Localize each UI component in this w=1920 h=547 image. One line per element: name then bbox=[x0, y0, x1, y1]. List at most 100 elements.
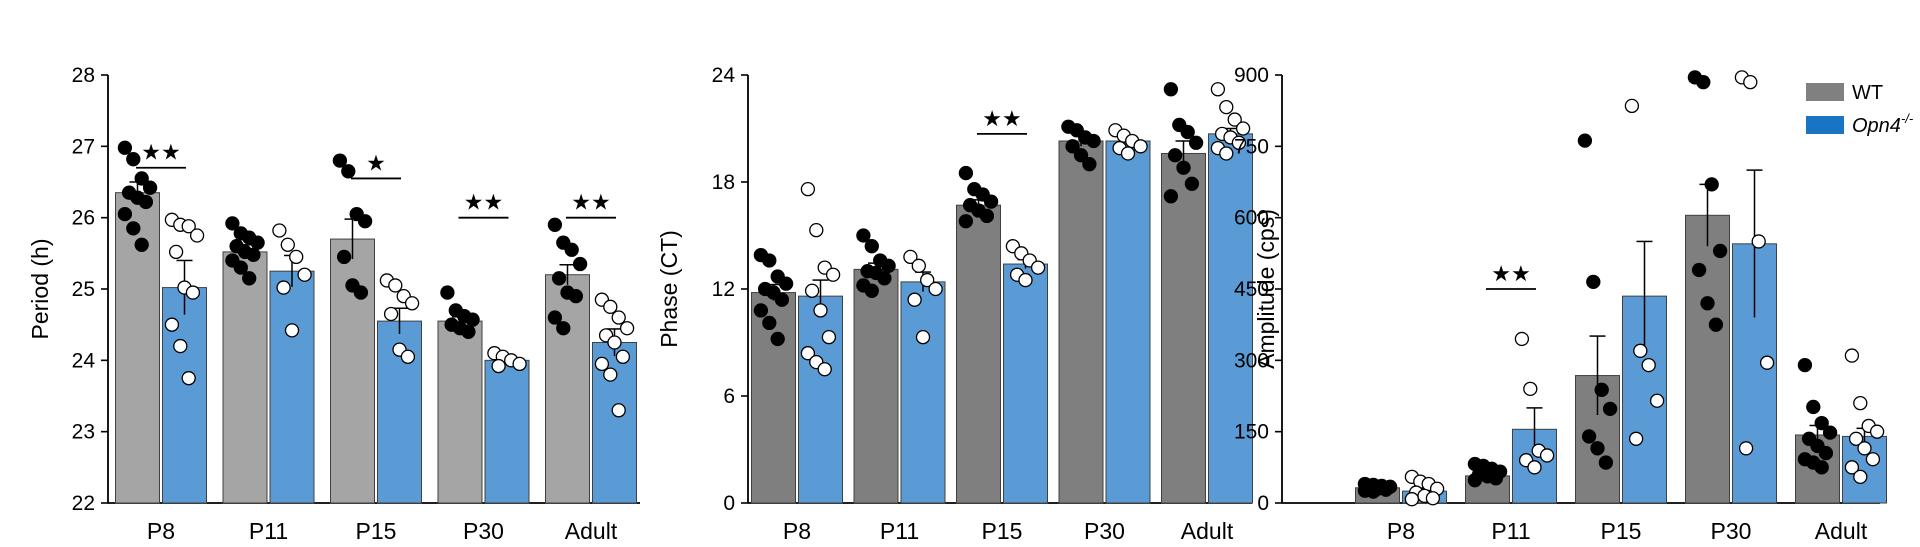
data-point-wt bbox=[979, 208, 995, 224]
data-point-opn4 bbox=[1527, 460, 1542, 475]
legend-swatch-opn4 bbox=[1806, 116, 1844, 134]
data-point-wt bbox=[762, 253, 777, 268]
data-point-opn4 bbox=[1853, 469, 1868, 484]
y-tick-label: 18 bbox=[712, 171, 735, 194]
y-tick-label: 26 bbox=[72, 207, 95, 230]
data-point-wt bbox=[1188, 135, 1204, 150]
bar-wt bbox=[545, 274, 590, 504]
data-point-wt bbox=[1586, 274, 1601, 290]
x-category-label: P30 bbox=[1711, 518, 1752, 544]
data-point-opn4 bbox=[1738, 441, 1754, 456]
data-point-opn4 bbox=[1018, 272, 1033, 288]
data-point-wt bbox=[547, 310, 563, 325]
x-category-label: P8 bbox=[147, 518, 175, 544]
data-point-wt bbox=[1818, 445, 1834, 461]
data-point-wt bbox=[556, 321, 571, 336]
data-point-wt bbox=[246, 247, 261, 262]
significance-stars: ★★ bbox=[464, 190, 503, 215]
data-point-wt bbox=[225, 216, 240, 231]
data-point-opn4 bbox=[284, 323, 300, 338]
data-point-opn4 bbox=[615, 349, 631, 364]
data-point-opn4 bbox=[928, 281, 943, 297]
bar-wt bbox=[1161, 152, 1206, 504]
data-point-opn4 bbox=[1523, 381, 1538, 397]
bar-opn4 bbox=[900, 281, 946, 504]
data-point-wt bbox=[440, 285, 455, 300]
data-point-wt bbox=[1073, 148, 1089, 163]
data-point-wt bbox=[1696, 74, 1711, 90]
data-point-wt bbox=[341, 164, 356, 179]
data-point-opn4 bbox=[611, 403, 626, 418]
data-point-wt bbox=[1590, 441, 1605, 456]
data-point-opn4 bbox=[1219, 99, 1234, 115]
data-point-opn4 bbox=[181, 371, 196, 386]
data-point-wt bbox=[250, 235, 265, 250]
data-point-opn4 bbox=[276, 280, 291, 295]
data-point-wt bbox=[770, 331, 785, 347]
data-point-wt bbox=[126, 221, 141, 236]
data-point-wt bbox=[1176, 160, 1191, 175]
data-point-opn4 bbox=[907, 292, 922, 307]
data-point-opn4 bbox=[1231, 135, 1247, 150]
data-point-opn4 bbox=[189, 228, 205, 243]
legend-label-wt: WT bbox=[1852, 82, 1883, 104]
y-tick-label: 750 bbox=[1234, 135, 1269, 158]
data-point-opn4 bbox=[1120, 146, 1136, 161]
data-point-opn4 bbox=[817, 362, 832, 377]
data-point-wt bbox=[1700, 296, 1715, 311]
x-category-label: P8 bbox=[783, 518, 811, 544]
data-point-opn4 bbox=[289, 249, 304, 265]
data-point-wt bbox=[778, 276, 794, 291]
data-point-wt bbox=[568, 288, 584, 304]
data-point-opn4 bbox=[1751, 234, 1766, 249]
data-point-opn4 bbox=[404, 296, 420, 311]
data-point-opn4 bbox=[1514, 331, 1530, 347]
data-point-wt bbox=[1708, 317, 1724, 332]
data-point-wt bbox=[564, 242, 579, 257]
data-point-opn4 bbox=[1210, 82, 1226, 97]
data-point-opn4 bbox=[603, 299, 618, 314]
bar-opn4 bbox=[798, 295, 843, 504]
bar-opn4 bbox=[1003, 263, 1048, 504]
legend-swatch-wt bbox=[1806, 83, 1844, 101]
data-point-wt bbox=[877, 271, 892, 286]
data-point-wt bbox=[1602, 401, 1618, 416]
data-point-opn4 bbox=[400, 349, 416, 364]
data-point-wt bbox=[1712, 243, 1728, 259]
y-tick-label: 300 bbox=[1234, 349, 1269, 372]
bar-wt bbox=[437, 320, 483, 504]
data-point-wt bbox=[1806, 399, 1821, 415]
y-tick-label: 600 bbox=[1234, 207, 1269, 230]
data-point-wt bbox=[774, 292, 790, 307]
y-tick-label: 25 bbox=[72, 278, 95, 301]
data-point-wt bbox=[1184, 176, 1200, 191]
data-point-opn4 bbox=[813, 303, 828, 318]
data-point-opn4 bbox=[388, 278, 403, 293]
data-point-wt bbox=[1814, 415, 1829, 431]
x-category-label: Adult bbox=[1181, 518, 1234, 544]
data-point-opn4 bbox=[1628, 431, 1644, 446]
y-tick-label: 28 bbox=[72, 64, 95, 87]
y-axis-title: Period (h) bbox=[27, 239, 53, 340]
y-tick-label: 27 bbox=[72, 135, 95, 158]
x-category-label: P15 bbox=[356, 518, 397, 544]
data-point-opn4 bbox=[1425, 491, 1441, 506]
data-point-opn4 bbox=[383, 306, 399, 322]
data-point-wt bbox=[1577, 133, 1593, 148]
y-axis-title: Amplitude (cps) bbox=[1253, 209, 1279, 369]
data-point-wt bbox=[1366, 484, 1381, 499]
data-point-wt bbox=[983, 194, 999, 209]
data-point-opn4 bbox=[1759, 355, 1775, 370]
legend: WT Opn4-/- bbox=[1806, 82, 1914, 137]
data-point-wt bbox=[461, 324, 476, 339]
data-point-wt bbox=[551, 271, 567, 286]
data-point-opn4 bbox=[1649, 393, 1665, 408]
significance-stars: ★★ bbox=[982, 106, 1021, 131]
data-point-opn4 bbox=[1030, 260, 1046, 275]
data-point-opn4 bbox=[1624, 98, 1640, 114]
bar-wt bbox=[853, 268, 899, 504]
data-point-opn4 bbox=[1235, 121, 1251, 136]
data-point-wt bbox=[1598, 455, 1614, 470]
data-point-wt bbox=[1180, 124, 1195, 140]
data-point-wt bbox=[332, 153, 348, 168]
